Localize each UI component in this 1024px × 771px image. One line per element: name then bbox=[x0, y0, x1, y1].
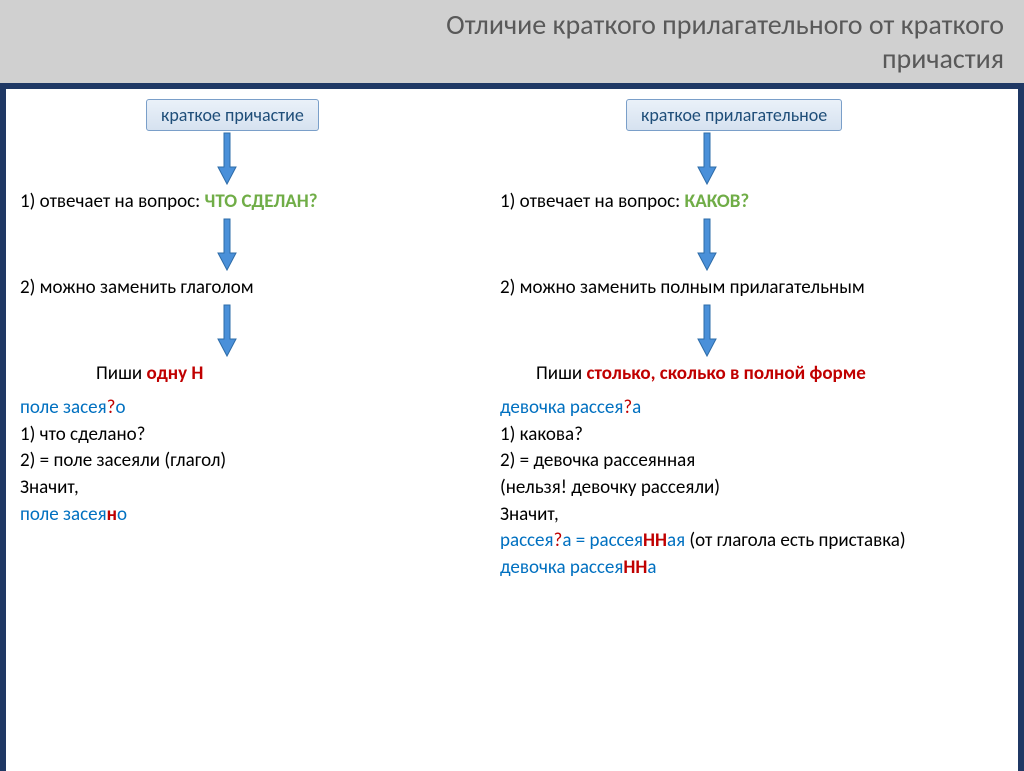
ex-title-right: девочка рассея?а bbox=[500, 395, 986, 421]
column-right: краткое прилагательное 1) отвечает на во… bbox=[496, 89, 986, 581]
ex4-right: Значит, bbox=[500, 502, 986, 528]
arrow-icon bbox=[696, 303, 986, 358]
arrow-icon bbox=[216, 303, 506, 358]
arrow-icon bbox=[696, 131, 986, 186]
ex-title-left: поле засея?о bbox=[20, 395, 506, 421]
arrow-icon bbox=[696, 217, 986, 272]
step1-left: 1) отвечает на вопрос: ЧТО СДЕЛАН? bbox=[20, 190, 506, 213]
title-line2: причастия bbox=[882, 41, 1004, 76]
ex1-left: 1) что сделано? bbox=[20, 422, 506, 448]
title-line1: Отличие краткого прилагательного от крат… bbox=[446, 7, 1004, 42]
ex3-right: (нельзя! девочку рассеяли) bbox=[500, 475, 986, 501]
ex6-right: девочка рассеяННа bbox=[500, 555, 986, 581]
box-adjective: краткое прилагательное bbox=[626, 99, 842, 131]
arrow-icon bbox=[216, 131, 506, 186]
box-participle: краткое причастие bbox=[146, 99, 319, 131]
column-left: краткое причастие 1) отвечает на вопрос:… bbox=[16, 89, 506, 528]
content-area: краткое причастие 1) отвечает на вопрос:… bbox=[6, 89, 1018, 771]
rule-left: Пиши одну Н bbox=[96, 362, 506, 385]
step2-right: 2) можно заменить полным прилагательным bbox=[500, 276, 986, 299]
ex5-right: рассея?а = рассеяННая (от глагола есть п… bbox=[500, 528, 986, 554]
ex3-left: Значит, bbox=[20, 475, 506, 501]
ex2-right: 2) = девочка рассеянная bbox=[500, 448, 986, 474]
examples-right: девочка рассея?а 1) какова? 2) = девочка… bbox=[500, 395, 986, 580]
rule-right: Пиши столько, сколько в полной форме bbox=[536, 362, 986, 385]
ex4-left: поле засеяно bbox=[20, 502, 506, 528]
examples-left: поле засея?о 1) что сделано? 2) = поле з… bbox=[20, 395, 506, 527]
arrow-icon bbox=[216, 217, 506, 272]
ex2-left: 2) = поле засеяли (глагол) bbox=[20, 448, 506, 474]
step1-right: 1) отвечает на вопрос: КАКОВ? bbox=[500, 190, 986, 213]
page-title: Отличие краткого прилагательного от крат… bbox=[0, 0, 1024, 83]
step2-left: 2) можно заменить глаголом bbox=[20, 276, 506, 299]
ex1-right: 1) какова? bbox=[500, 422, 986, 448]
